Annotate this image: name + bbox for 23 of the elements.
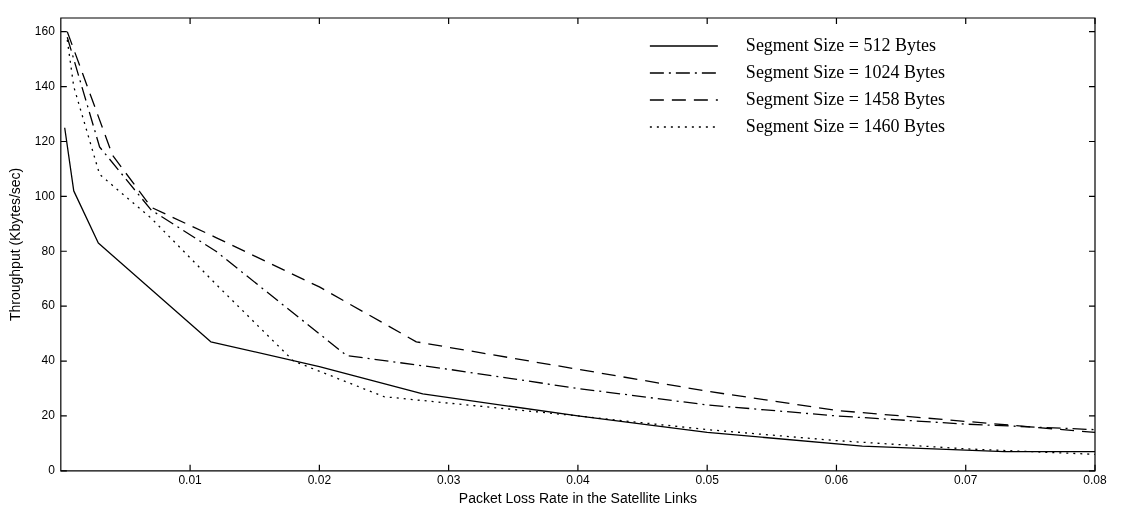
y-tick-label: 100 [34, 188, 56, 203]
x-tick-label: 0.02 [307, 473, 332, 488]
legend-label: Segment Size = 1458 Bytes [745, 88, 946, 109]
y-tick-label: 20 [41, 408, 56, 423]
y-tick-label: 0 [48, 463, 56, 478]
legend-label: Segment Size = 1024 Bytes [745, 61, 946, 82]
y-axis-title: Throughput (Kbytes/sec) [7, 167, 24, 322]
y-tick-label: 80 [41, 243, 56, 258]
legend-label: Segment Size = 1460 Bytes [745, 115, 946, 136]
y-tick-label: 160 [34, 24, 56, 39]
x-tick-label: 0.04 [566, 473, 590, 488]
legend-label: Segment Size = 512 Bytes [745, 34, 937, 55]
y-tick-label: 40 [41, 353, 56, 368]
x-tick-label: 0.05 [695, 473, 720, 488]
x-tick-label: 0.08 [1083, 473, 1107, 488]
x-tick-label: 0.03 [436, 473, 461, 488]
y-tick-label: 120 [34, 133, 56, 148]
y-tick-label: 140 [34, 78, 56, 93]
y-tick-label: 60 [41, 298, 56, 313]
x-tick-label: 0.07 [954, 473, 978, 488]
x-axis-title: Packet Loss Rate in the Satellite Links [458, 490, 697, 507]
x-tick-label: 0.01 [178, 473, 203, 488]
x-tick-label: 0.06 [824, 473, 849, 488]
